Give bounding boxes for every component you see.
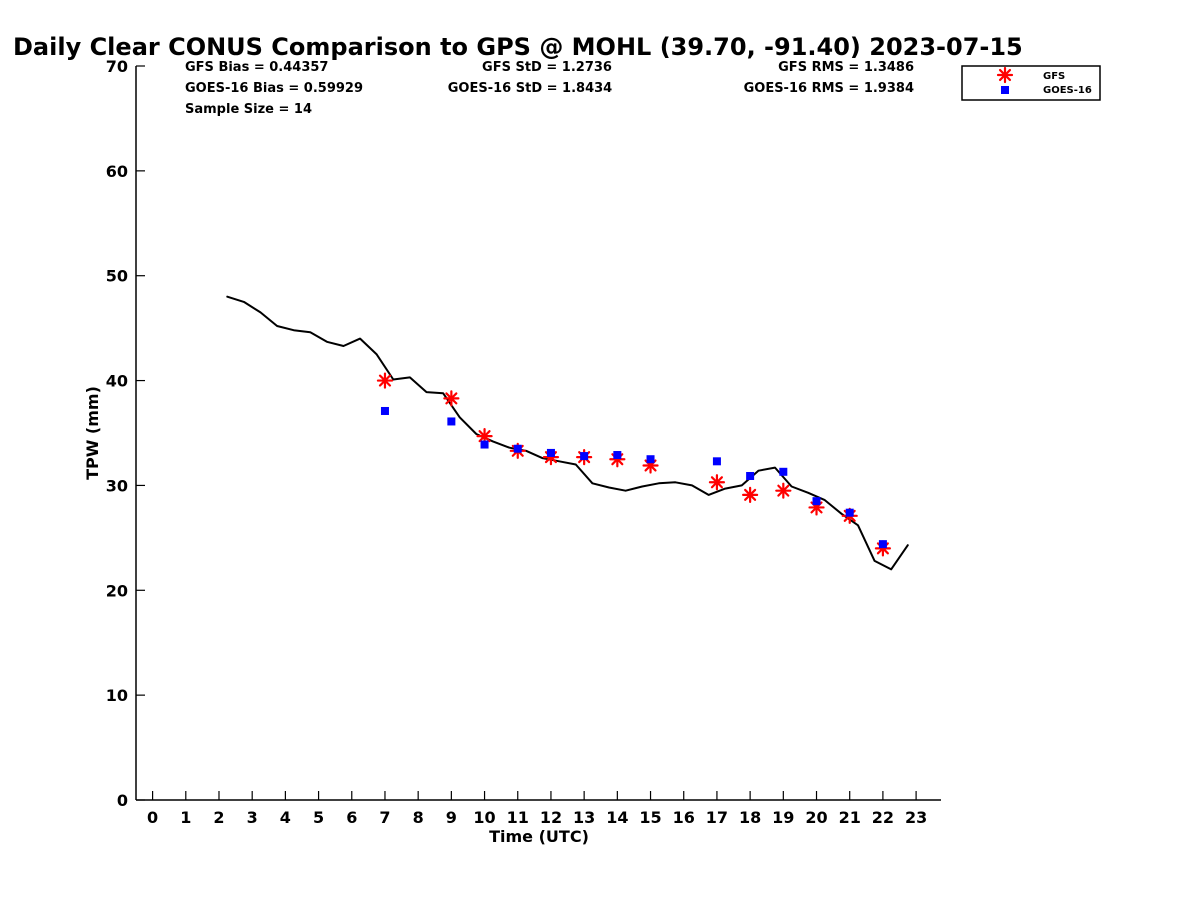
x-tick-label: 15 — [639, 808, 661, 827]
goes16-point — [646, 455, 655, 464]
chart-title: Daily Clear CONUS Comparison to GPS @ MO… — [13, 33, 1023, 61]
goes16-point — [513, 444, 522, 453]
x-tick-label: 10 — [473, 808, 495, 827]
gfs-std-text: GFS StD = 1.2736 — [482, 60, 612, 75]
x-tick-label: 12 — [540, 808, 562, 827]
gfs-point — [775, 482, 792, 499]
goes16-point — [712, 457, 721, 466]
x-tick-label: 5 — [313, 808, 324, 827]
legend: GFS GOES-16 — [961, 65, 1101, 101]
x-tick-label: 3 — [247, 808, 258, 827]
y-tick-label: 30 — [106, 476, 128, 495]
x-tick-label: 2 — [213, 808, 224, 827]
x-tick-label: 13 — [573, 808, 595, 827]
x-tick-label: 21 — [839, 808, 861, 827]
legend-box — [961, 65, 1101, 101]
gfs-bias-text: GFS Bias = 0.44357 — [185, 60, 328, 75]
x-tick-label: 7 — [379, 808, 390, 827]
goes16-point — [746, 471, 755, 480]
x-tick-label: 20 — [805, 808, 827, 827]
legend-goes-marker — [1001, 86, 1009, 94]
goes16-point — [812, 497, 821, 506]
legend-gfs-label: GFS — [1043, 71, 1065, 82]
x-tick-label: 8 — [413, 808, 424, 827]
plot-area: 0 1 2 3 4 5 6 7 8 9 10 11 12 13 14 15 16 17 18 19 20 21 22 2301… — [106, 57, 941, 827]
y-tick-label: 60 — [106, 162, 128, 181]
y-tick-label: 50 — [106, 267, 128, 286]
x-tick-label: 14 — [606, 808, 628, 827]
goes16-point — [878, 540, 887, 549]
gfs-point — [708, 474, 726, 491]
x-tick-label: 1 — [180, 808, 191, 827]
x-axis-label: Time (UTC) — [489, 827, 589, 846]
x-tick-label: 19 — [772, 808, 794, 827]
y-tick-label: 20 — [106, 581, 128, 600]
gfs-point-stroke — [710, 476, 723, 489]
goes16-point — [380, 406, 389, 415]
x-tick-label: 17 — [706, 808, 728, 827]
x-tick-label: 0 — [147, 808, 158, 827]
gfs-point — [376, 372, 394, 389]
legend-gfs-asterisk — [996, 66, 1014, 84]
goes16-point — [845, 508, 854, 517]
gfs-point — [742, 486, 759, 503]
goes-std-text: GOES-16 StD = 1.8434 — [448, 81, 612, 96]
goes16-point — [779, 467, 788, 476]
legend-gfs-marker — [996, 66, 1014, 84]
legend-goes-label: GOES-16 — [1043, 85, 1092, 96]
y-tick-label: 70 — [106, 57, 128, 76]
gfs-point-stroke — [777, 484, 790, 497]
sample-size-text: Sample Size = 14 — [185, 102, 312, 117]
x-tick-label: 23 — [905, 808, 927, 827]
x-tick-label: 22 — [872, 808, 894, 827]
x-tick-label: 9 — [446, 808, 457, 827]
gfs-rms-text: GFS RMS = 1.3486 — [778, 60, 914, 75]
x-tick-label: 11 — [507, 808, 529, 827]
y-axis-label: TPW (mm) — [83, 386, 102, 480]
x-tick-label: 4 — [280, 808, 291, 827]
x-tick-label: 6 — [346, 808, 357, 827]
gfs-point-stroke — [445, 392, 458, 405]
y-tick-label: 0 — [117, 791, 128, 810]
goes16-point — [480, 440, 489, 449]
goes-rms-text: GOES-16 RMS = 1.9384 — [744, 81, 914, 96]
goes16-point — [546, 448, 555, 457]
gfs-point — [443, 390, 460, 407]
gps-tpw-line — [226, 295, 909, 571]
gfs-point-stroke — [378, 374, 392, 387]
y-tick-label: 10 — [106, 686, 128, 705]
gfs-point-stroke — [744, 488, 757, 501]
gfs-point-stroke — [478, 430, 491, 443]
goes16-point — [613, 451, 622, 460]
goes-bias-text: GOES-16 Bias = 0.59929 — [185, 81, 363, 96]
goes16-point — [447, 417, 456, 426]
legend-gfs-asterisk-stroke — [998, 68, 1012, 82]
goes16-point — [580, 452, 589, 461]
y-tick-label: 40 — [106, 372, 128, 391]
x-tick-label: 16 — [673, 808, 695, 827]
x-tick-label: 18 — [739, 808, 761, 827]
